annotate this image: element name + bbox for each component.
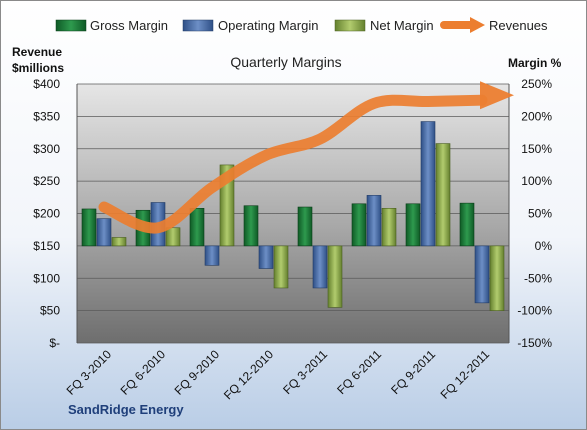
right-tick-label: 200% bbox=[521, 109, 552, 123]
revenues-arrowhead bbox=[480, 81, 514, 110]
left-tick-label: $200 bbox=[33, 207, 60, 221]
left-axis-title-line1: Revenue bbox=[12, 45, 62, 59]
right-axis-ticks: -150% -100% -50% 0% 50% 100% 150% 200% 250% bbox=[517, 77, 552, 350]
legend-swatch-net-margin bbox=[334, 19, 366, 32]
legend-label-gross-margin: Gross Margin bbox=[90, 18, 168, 33]
bar-gross-margin-fq-9-2011 bbox=[405, 203, 421, 247]
left-tick-label: $- bbox=[49, 336, 60, 350]
legend-item-net-margin: Net Margin bbox=[334, 18, 434, 33]
bar-net-margin-fq-6-2011 bbox=[381, 208, 397, 247]
revenues-line bbox=[98, 94, 488, 234]
legend-swatch-gross-margin bbox=[55, 19, 87, 32]
bar-gross-margin-fq-12-2011 bbox=[459, 202, 475, 247]
bar-gross-margin-fq-6-2011 bbox=[351, 203, 367, 247]
legend: Gross Margin Operating Margin Net Margin… bbox=[55, 17, 548, 33]
right-tick-label: -50% bbox=[524, 271, 552, 285]
bar-net-margin-fq-12-2011 bbox=[489, 245, 505, 311]
legend-label-operating-margin: Operating Margin bbox=[218, 18, 318, 33]
bars-group bbox=[81, 121, 505, 311]
legend-label-revenues: Revenues bbox=[489, 18, 548, 33]
left-axis-ticks: $- $50 $100 $150 $200 $250 $300 $350 $400 bbox=[33, 77, 60, 350]
left-tick-label: $250 bbox=[33, 174, 60, 188]
left-axis-title-line2: $millions bbox=[12, 61, 64, 75]
right-tick-label: 0% bbox=[535, 239, 553, 253]
right-axis-title: Margin % bbox=[508, 56, 562, 70]
bar-gross-margin-fq-3-2011 bbox=[297, 206, 313, 247]
right-tick-label: -100% bbox=[517, 304, 552, 318]
bar-operating-margin-fq-3-2011 bbox=[312, 245, 328, 289]
left-tick-label: $350 bbox=[33, 109, 60, 123]
legend-label-net-margin: Net Margin bbox=[370, 18, 434, 33]
bar-gross-margin-fq-3-2010 bbox=[81, 208, 97, 247]
right-tick-label: -150% bbox=[517, 336, 552, 350]
bar-operating-margin-fq-12-2010 bbox=[258, 245, 274, 269]
left-tick-label: $150 bbox=[33, 239, 60, 253]
bar-net-margin-fq-12-2010 bbox=[273, 245, 289, 289]
bar-operating-margin-fq-6-2011 bbox=[366, 195, 382, 247]
bar-gross-margin-fq-9-2010 bbox=[189, 208, 205, 247]
bar-net-margin-fq-9-2011 bbox=[435, 143, 451, 247]
bar-operating-margin-fq-3-2010 bbox=[96, 218, 112, 247]
legend-item-revenues: Revenues bbox=[440, 17, 548, 33]
legend-arrowhead-revenues bbox=[470, 17, 485, 33]
left-tick-label: $50 bbox=[40, 304, 60, 318]
bar-operating-margin-fq-12-2011 bbox=[474, 245, 490, 304]
left-tick-label: $300 bbox=[33, 142, 60, 156]
legend-swatch-operating-margin bbox=[182, 19, 214, 32]
company-label: SandRidge Energy bbox=[68, 402, 184, 417]
bar-gross-margin-fq-12-2010 bbox=[243, 205, 259, 247]
legend-item-operating-margin: Operating Margin bbox=[182, 18, 318, 33]
legend-item-gross-margin: Gross Margin bbox=[55, 18, 168, 33]
right-tick-label: 250% bbox=[521, 77, 552, 91]
right-tick-label: 150% bbox=[521, 142, 552, 156]
chart-title: Quarterly Margins bbox=[230, 54, 341, 70]
bar-net-margin-fq-6-2010 bbox=[165, 227, 181, 247]
bar-net-margin-fq-3-2011 bbox=[327, 245, 343, 308]
right-tick-label: 50% bbox=[528, 207, 552, 221]
left-tick-label: $400 bbox=[33, 77, 60, 91]
revenue-line-group bbox=[98, 81, 514, 234]
right-tick-label: 100% bbox=[521, 174, 552, 188]
bar-operating-margin-fq-9-2011 bbox=[420, 121, 436, 247]
bar-net-margin-fq-3-2010 bbox=[111, 237, 127, 247]
left-tick-label: $100 bbox=[33, 271, 60, 285]
bar-operating-margin-fq-9-2010 bbox=[204, 245, 220, 266]
